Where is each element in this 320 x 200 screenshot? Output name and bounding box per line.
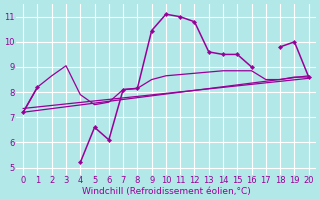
X-axis label: Windchill (Refroidissement éolien,°C): Windchill (Refroidissement éolien,°C) <box>82 187 250 196</box>
